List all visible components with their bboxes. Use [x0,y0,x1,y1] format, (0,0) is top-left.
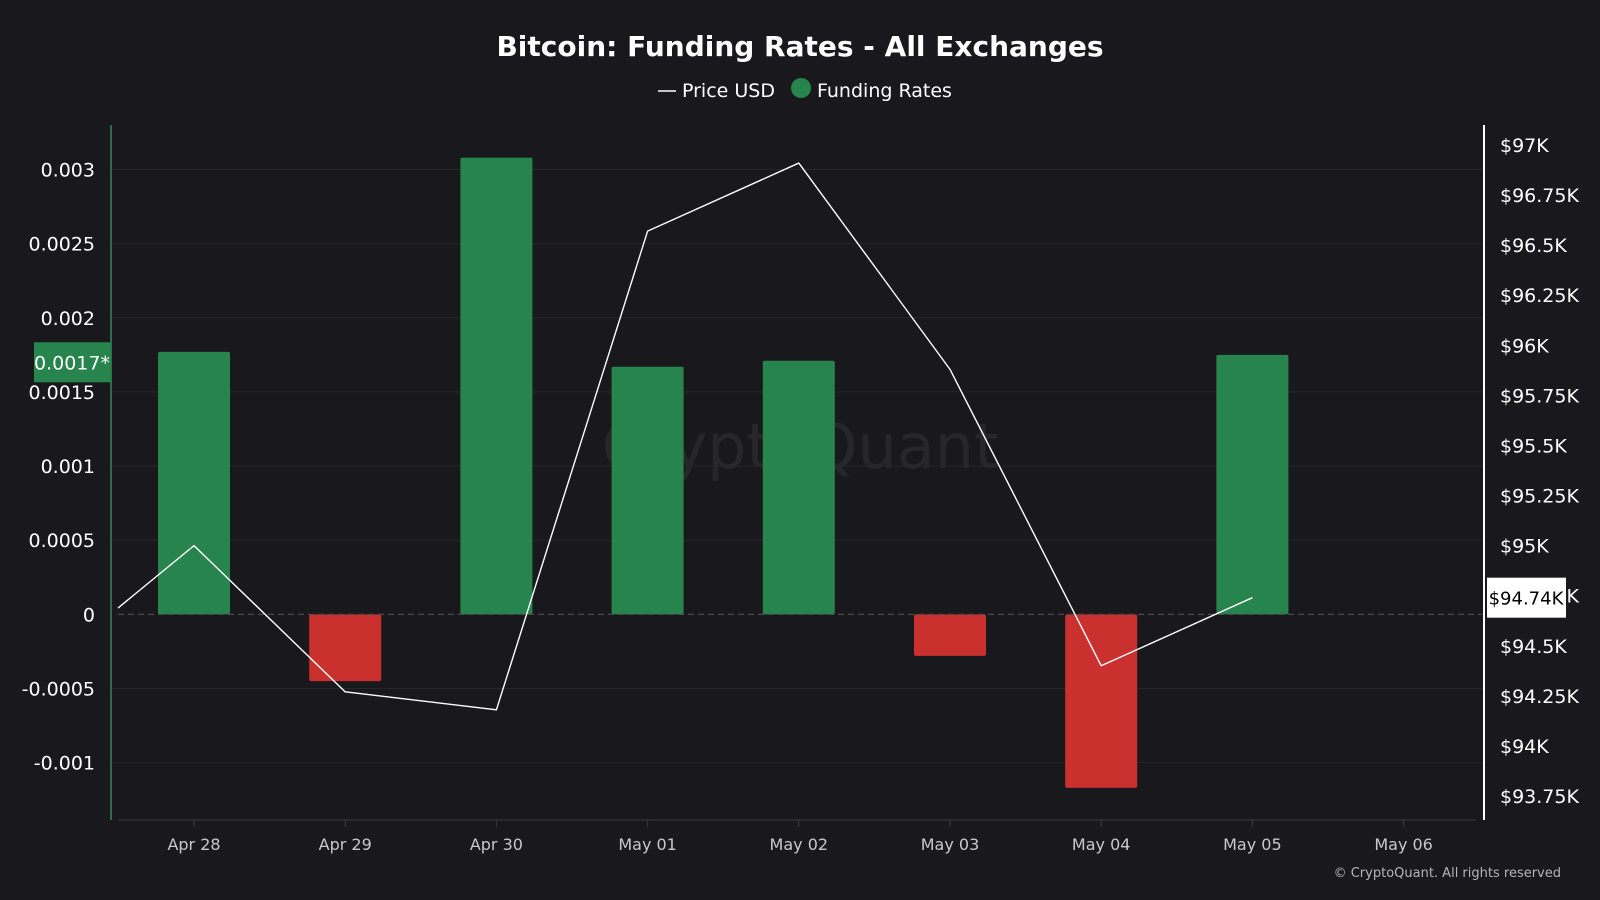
funding-rate-bar [914,614,986,656]
x-tick-label: May 04 [1072,835,1131,854]
right-tick-label: $95K [1500,536,1549,558]
legend-dot-swatch [791,78,811,98]
x-tick-label: May 02 [770,835,829,854]
x-tick-label: May 01 [618,835,677,854]
legend-label-price: Price USD [682,80,775,102]
left-tick-label: -0.001 [34,753,95,775]
left-tick-label: 0.002 [41,308,95,330]
right-tick-label: $93.75K [1500,786,1579,808]
funding-rate-bar [460,157,533,615]
funding-rate-bar [611,366,684,615]
right-tick-label: $96.75K [1500,185,1579,207]
left-axis-ticks: -0.001 -0.0005 0 0.0005 0.001 0.0015 0.002 0.00… [22,159,95,774]
x-tick-label: Apr 30 [470,835,523,854]
funding-rate-bar [158,351,230,615]
right-tick-label: $96.5K [1500,235,1567,257]
copyright-text: © CryptoQuant. All rights reserved [1334,866,1561,881]
legend-label-funding: Funding Rates [817,80,952,102]
current-price-marker [1487,577,1566,618]
left-tick-label: 0 [83,604,95,626]
right-tick-label: $96K [1500,335,1549,357]
right-tick-label: $95.25K [1500,486,1579,508]
x-tick-label: May 05 [1223,835,1282,854]
current-funding-rate-marker [34,342,111,383]
legend-item-price[interactable]: Price USD [658,80,775,102]
funding-rate-bar [309,614,382,682]
current-value-markers: 0.0017* $94.74K [34,342,1566,618]
right-tick-label: $95.5K [1500,435,1567,457]
chart-title: Bitcoin: Funding Rates - All Exchanges [496,30,1103,63]
current-funding-rate-label: 0.0017* [34,352,110,374]
price-usd-line [117,162,1253,711]
legend-item-funding[interactable]: Funding Rates [791,78,952,102]
right-tick-label: $97K [1500,135,1549,157]
x-tick-label: May 03 [921,835,980,854]
left-tick-label: -0.0005 [22,679,95,701]
x-tick-label: May 06 [1374,835,1433,854]
funding-rate-bar [762,360,835,615]
left-tick-label: 0.0025 [29,234,95,256]
right-tick-label: $96.25K [1500,285,1579,307]
x-tick-label: Apr 29 [319,835,372,854]
right-tick-label: $94.25K [1500,686,1579,708]
x-axis-ticks: Apr 28 Apr 29 Apr 30 May 01 May 02 May 03 May … [167,820,1433,854]
right-tick-label: $94.5K [1500,636,1567,658]
left-tick-label: 0.0015 [29,382,95,404]
price-line [117,162,1253,711]
right-tick-label: $95.75K [1500,385,1579,407]
x-tick-label: Apr 28 [167,835,220,854]
left-tick-label: 0.0005 [29,530,95,552]
funding-rate-bar [1065,614,1138,788]
right-axis-ticks: $93.75K$94K$94.25K$94.5K$94.75K$95K$95.2… [1500,135,1579,808]
funding-rate-bar [1216,354,1289,615]
right-tick-label: $94K [1500,736,1549,758]
axes [110,125,1485,821]
left-tick-label: 0.003 [41,159,95,181]
current-price-label: $94.74K [1489,589,1565,610]
left-tick-label: 0.001 [41,456,95,478]
legend: Price USD Funding Rates [658,78,952,102]
